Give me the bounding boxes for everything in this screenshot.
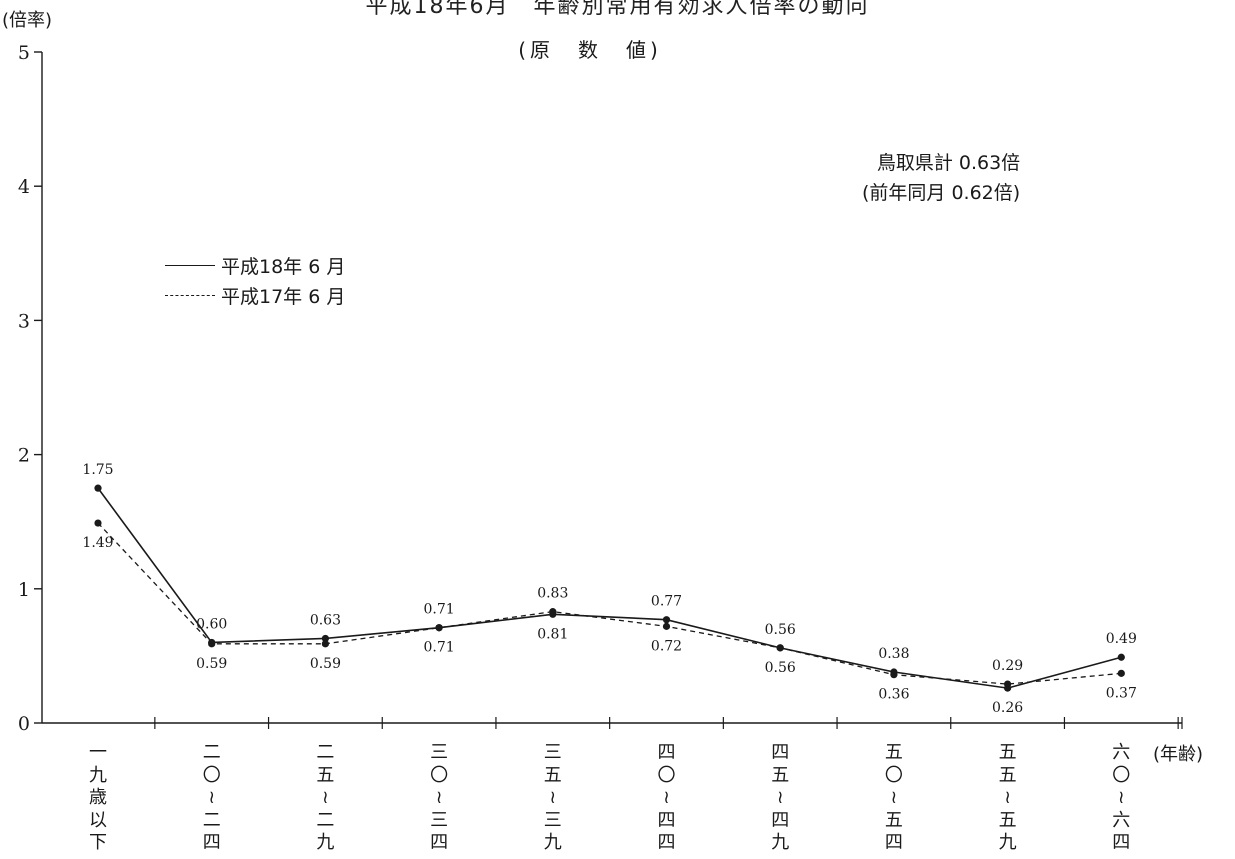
data-label-lower: 0.81 [537,626,568,642]
data-point-previous [776,644,784,652]
data-label-upper: 1.75 [82,462,113,478]
data-label-upper: 0.83 [537,586,568,602]
x-category-label: 一九歳以下 [89,742,107,853]
data-label-upper: 0.49 [1106,631,1137,647]
prefecture-total-previous: (前年同月 0.62倍) [862,182,1021,204]
legend-label-current: 平成18年 6 月 [221,255,346,278]
y-tick-label: 2 [18,445,30,467]
data-label-upper: 0.29 [992,658,1023,674]
legend-item-previous: 平成17年 6 月 [165,280,345,310]
data-point-previous [1004,680,1012,688]
legend-dashed-line-swatch [165,294,215,296]
data-point-previous [435,624,443,632]
y-tick-label: 5 [18,42,30,64]
data-point-current [94,484,102,492]
data-point-previous [94,519,102,527]
data-label-upper: 0.77 [651,594,682,610]
data-label-lower: 0.59 [196,656,227,672]
data-label-lower: 0.26 [992,700,1023,716]
prefecture-total-current: 鳥取県計 0.63倍 [876,152,1021,174]
data-label-lower: 0.56 [765,660,796,676]
data-label-upper: 0.63 [310,612,341,628]
legend-solid-line-swatch [165,264,215,266]
data-point-previous [890,671,898,679]
x-category-label: 四五 ≀ 四九 [771,742,790,853]
y-tick-label: 1 [18,579,30,601]
series-lines [97,487,1122,689]
data-label-lower: 0.37 [1106,685,1137,701]
data-point-current [321,634,329,643]
series-line-current [97,487,1122,689]
y-axis-unit-label: (倍率) [2,10,53,31]
data-points [94,484,1125,692]
data-point-previous [549,608,557,616]
chart-legend: 平成18年 6 月 平成17年 6 月 [165,250,345,310]
data-label-upper: 0.71 [424,602,455,618]
x-category-label: 六〇 ≀ 六四 [1112,742,1131,853]
legend-label-previous: 平成17年 6 月 [221,285,346,308]
data-label-lower: 0.36 [878,687,909,703]
y-tick-label: 3 [18,310,30,332]
data-point-previous [662,622,671,630]
legend-item-current: 平成18年 6 月 [165,250,345,280]
data-point-previous [208,640,216,648]
data-labels: 1.75 1.49 0.60 0.59 0.63 0.59 0.71 0.71 0.83 0.81… [82,462,1136,716]
y-tick-label: 4 [18,176,30,198]
x-category-label: 三〇 ≀ 三四 [430,742,449,853]
data-point-previous [1117,669,1125,677]
x-axis-unit-label: (年齢) [1153,744,1204,765]
y-tick-label: 0 [18,713,30,735]
prefecture-total-box: 鳥取県計 0.63倍 (前年同月 0.62倍) [862,148,1020,208]
x-category-label: 二五 ≀ 二九 [316,742,335,853]
data-label-upper: 0.56 [765,622,796,638]
data-label-lower: 0.72 [651,638,682,654]
data-label-upper: 0.60 [196,616,227,632]
chart-subtitle: (原 数 値) [518,38,662,62]
chart-axes: 0 1 2 3 4 5 [18,42,1183,735]
series-line-previous [97,522,1122,685]
x-category-label: 五五 ≀ 五九 [998,742,1017,853]
x-category-label: 二〇 ≀ 二四 [202,742,221,853]
x-category-label: 四〇 ≀ 四四 [657,742,676,853]
x-category-label: 三五 ≀ 三九 [543,742,562,853]
data-point-current [662,616,671,624]
data-label-lower: 0.71 [424,640,455,656]
x-category-label: 五〇 ≀ 五四 [884,742,903,853]
data-label-lower: 0.59 [310,656,341,672]
data-label-upper: 0.38 [878,646,909,662]
data-point-current [1117,653,1125,661]
chart-title: 平成18年6月 年齢別常用有効求人倍率の動向 [365,0,870,19]
data-point-previous [321,640,329,648]
data-label-lower: 1.49 [82,535,113,551]
